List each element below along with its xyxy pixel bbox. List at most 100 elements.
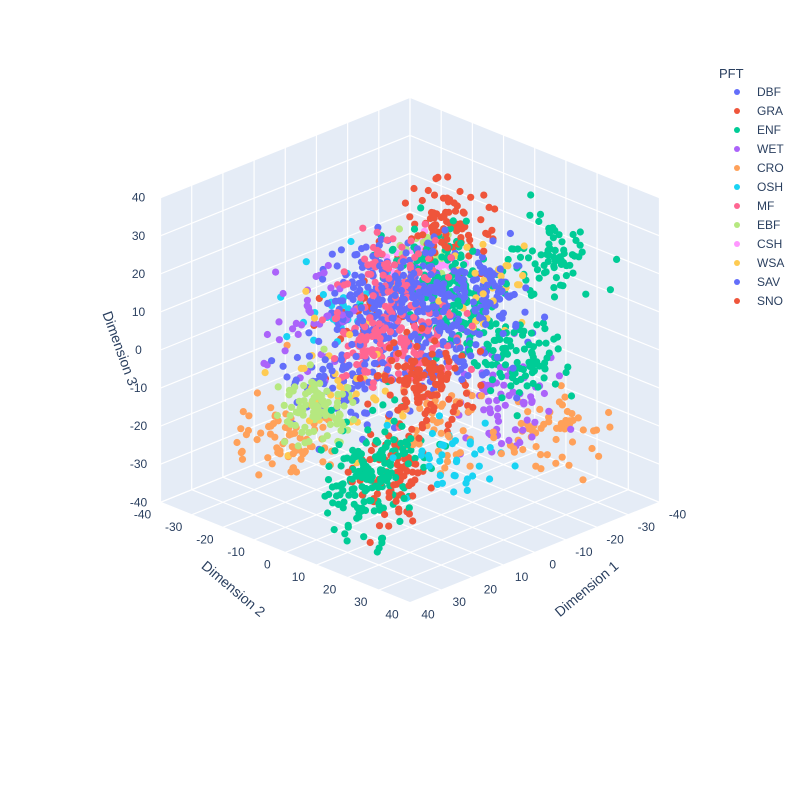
- legend-item-wet[interactable]: WET: [734, 142, 784, 156]
- point-dbf[interactable]: [329, 384, 337, 392]
- point-ebf[interactable]: [273, 411, 281, 420]
- point-dbf[interactable]: [391, 291, 399, 299]
- point-dbf[interactable]: [337, 356, 346, 364]
- point-mf[interactable]: [374, 328, 382, 336]
- point-mf[interactable]: [381, 261, 389, 269]
- point-dbf[interactable]: [439, 285, 447, 293]
- point-enf[interactable]: [582, 290, 590, 298]
- point-enf[interactable]: [483, 340, 491, 348]
- point-cro[interactable]: [301, 447, 309, 455]
- legend-item-dbf[interactable]: DBF: [734, 85, 781, 99]
- point-gra[interactable]: [401, 199, 409, 207]
- point-wsa[interactable]: [479, 290, 487, 298]
- point-gra[interactable]: [410, 384, 418, 392]
- point-enf[interactable]: [381, 459, 389, 467]
- point-mf[interactable]: [406, 261, 414, 269]
- point-ebf[interactable]: [301, 423, 309, 431]
- point-wet[interactable]: [493, 412, 502, 420]
- point-dbf[interactable]: [392, 284, 400, 293]
- point-enf[interactable]: [341, 530, 349, 538]
- point-cro[interactable]: [588, 444, 596, 453]
- point-mf[interactable]: [385, 304, 393, 312]
- point-gra[interactable]: [390, 481, 398, 489]
- point-osh[interactable]: [451, 472, 459, 480]
- point-mf[interactable]: [428, 345, 436, 353]
- point-ebf[interactable]: [280, 401, 288, 409]
- point-mf[interactable]: [357, 294, 365, 302]
- point-enf[interactable]: [550, 284, 558, 292]
- point-wet[interactable]: [480, 406, 488, 414]
- point-cro[interactable]: [536, 405, 544, 413]
- point-gra[interactable]: [476, 347, 485, 355]
- point-mf[interactable]: [363, 348, 371, 356]
- point-enf[interactable]: [348, 485, 356, 493]
- point-dbf[interactable]: [358, 380, 366, 388]
- point-gra[interactable]: [414, 469, 422, 477]
- point-cro[interactable]: [276, 450, 284, 458]
- point-mf[interactable]: [356, 336, 364, 344]
- point-osh[interactable]: [463, 486, 471, 494]
- point-cro[interactable]: [245, 412, 253, 420]
- point-gra[interactable]: [408, 425, 416, 433]
- legend-item-csh[interactable]: CSH: [734, 237, 782, 251]
- point-sav[interactable]: [434, 350, 442, 358]
- point-dbf[interactable]: [361, 360, 369, 369]
- point-osh[interactable]: [448, 440, 456, 448]
- point-dbf[interactable]: [319, 275, 327, 283]
- point-cro[interactable]: [537, 451, 545, 459]
- point-mf[interactable]: [361, 367, 369, 375]
- point-cro[interactable]: [557, 421, 565, 429]
- point-dbf[interactable]: [422, 249, 430, 257]
- point-gra[interactable]: [434, 173, 442, 181]
- point-enf[interactable]: [550, 262, 558, 270]
- point-dbf[interactable]: [471, 307, 479, 315]
- point-enf[interactable]: [513, 358, 521, 367]
- point-enf[interactable]: [374, 438, 382, 446]
- point-dbf[interactable]: [424, 305, 432, 313]
- point-dbf[interactable]: [440, 280, 448, 288]
- point-cro[interactable]: [558, 401, 567, 409]
- point-enf[interactable]: [542, 268, 550, 276]
- point-wet[interactable]: [281, 347, 289, 355]
- point-enf[interactable]: [390, 436, 398, 444]
- point-enf[interactable]: [530, 290, 538, 298]
- point-enf[interactable]: [531, 260, 539, 268]
- point-dbf[interactable]: [506, 229, 514, 238]
- point-dbf[interactable]: [339, 362, 348, 370]
- point-mf[interactable]: [318, 316, 326, 324]
- point-enf[interactable]: [546, 229, 554, 237]
- point-enf[interactable]: [376, 466, 385, 474]
- point-wet[interactable]: [327, 284, 335, 292]
- point-enf[interactable]: [317, 446, 325, 454]
- point-ebf[interactable]: [280, 438, 289, 446]
- point-enf[interactable]: [349, 446, 357, 454]
- legend-item-mf[interactable]: MF: [734, 199, 774, 213]
- point-enf[interactable]: [337, 462, 345, 470]
- point-gra[interactable]: [440, 212, 448, 220]
- point-cro[interactable]: [510, 445, 518, 453]
- point-gra[interactable]: [418, 421, 426, 429]
- point-cro[interactable]: [429, 416, 437, 424]
- point-mf[interactable]: [391, 261, 399, 269]
- point-mf[interactable]: [378, 250, 386, 258]
- point-enf[interactable]: [405, 504, 413, 512]
- point-dbf[interactable]: [305, 329, 313, 337]
- point-wet[interactable]: [312, 272, 320, 281]
- point-enf[interactable]: [567, 392, 576, 400]
- point-wsa[interactable]: [463, 243, 471, 251]
- point-wsa[interactable]: [346, 331, 354, 339]
- point-cro[interactable]: [437, 402, 445, 410]
- point-sno[interactable]: [403, 328, 411, 336]
- point-cro[interactable]: [239, 408, 247, 416]
- point-enf[interactable]: [351, 491, 359, 499]
- point-osh[interactable]: [418, 447, 426, 455]
- point-enf[interactable]: [535, 339, 543, 347]
- point-enf[interactable]: [400, 494, 408, 502]
- point-mf[interactable]: [384, 288, 392, 296]
- point-gra[interactable]: [469, 403, 477, 411]
- point-sav[interactable]: [415, 307, 423, 315]
- point-mf[interactable]: [410, 313, 418, 321]
- point-cro[interactable]: [443, 458, 452, 466]
- point-enf[interactable]: [355, 509, 363, 517]
- point-osh[interactable]: [436, 457, 444, 465]
